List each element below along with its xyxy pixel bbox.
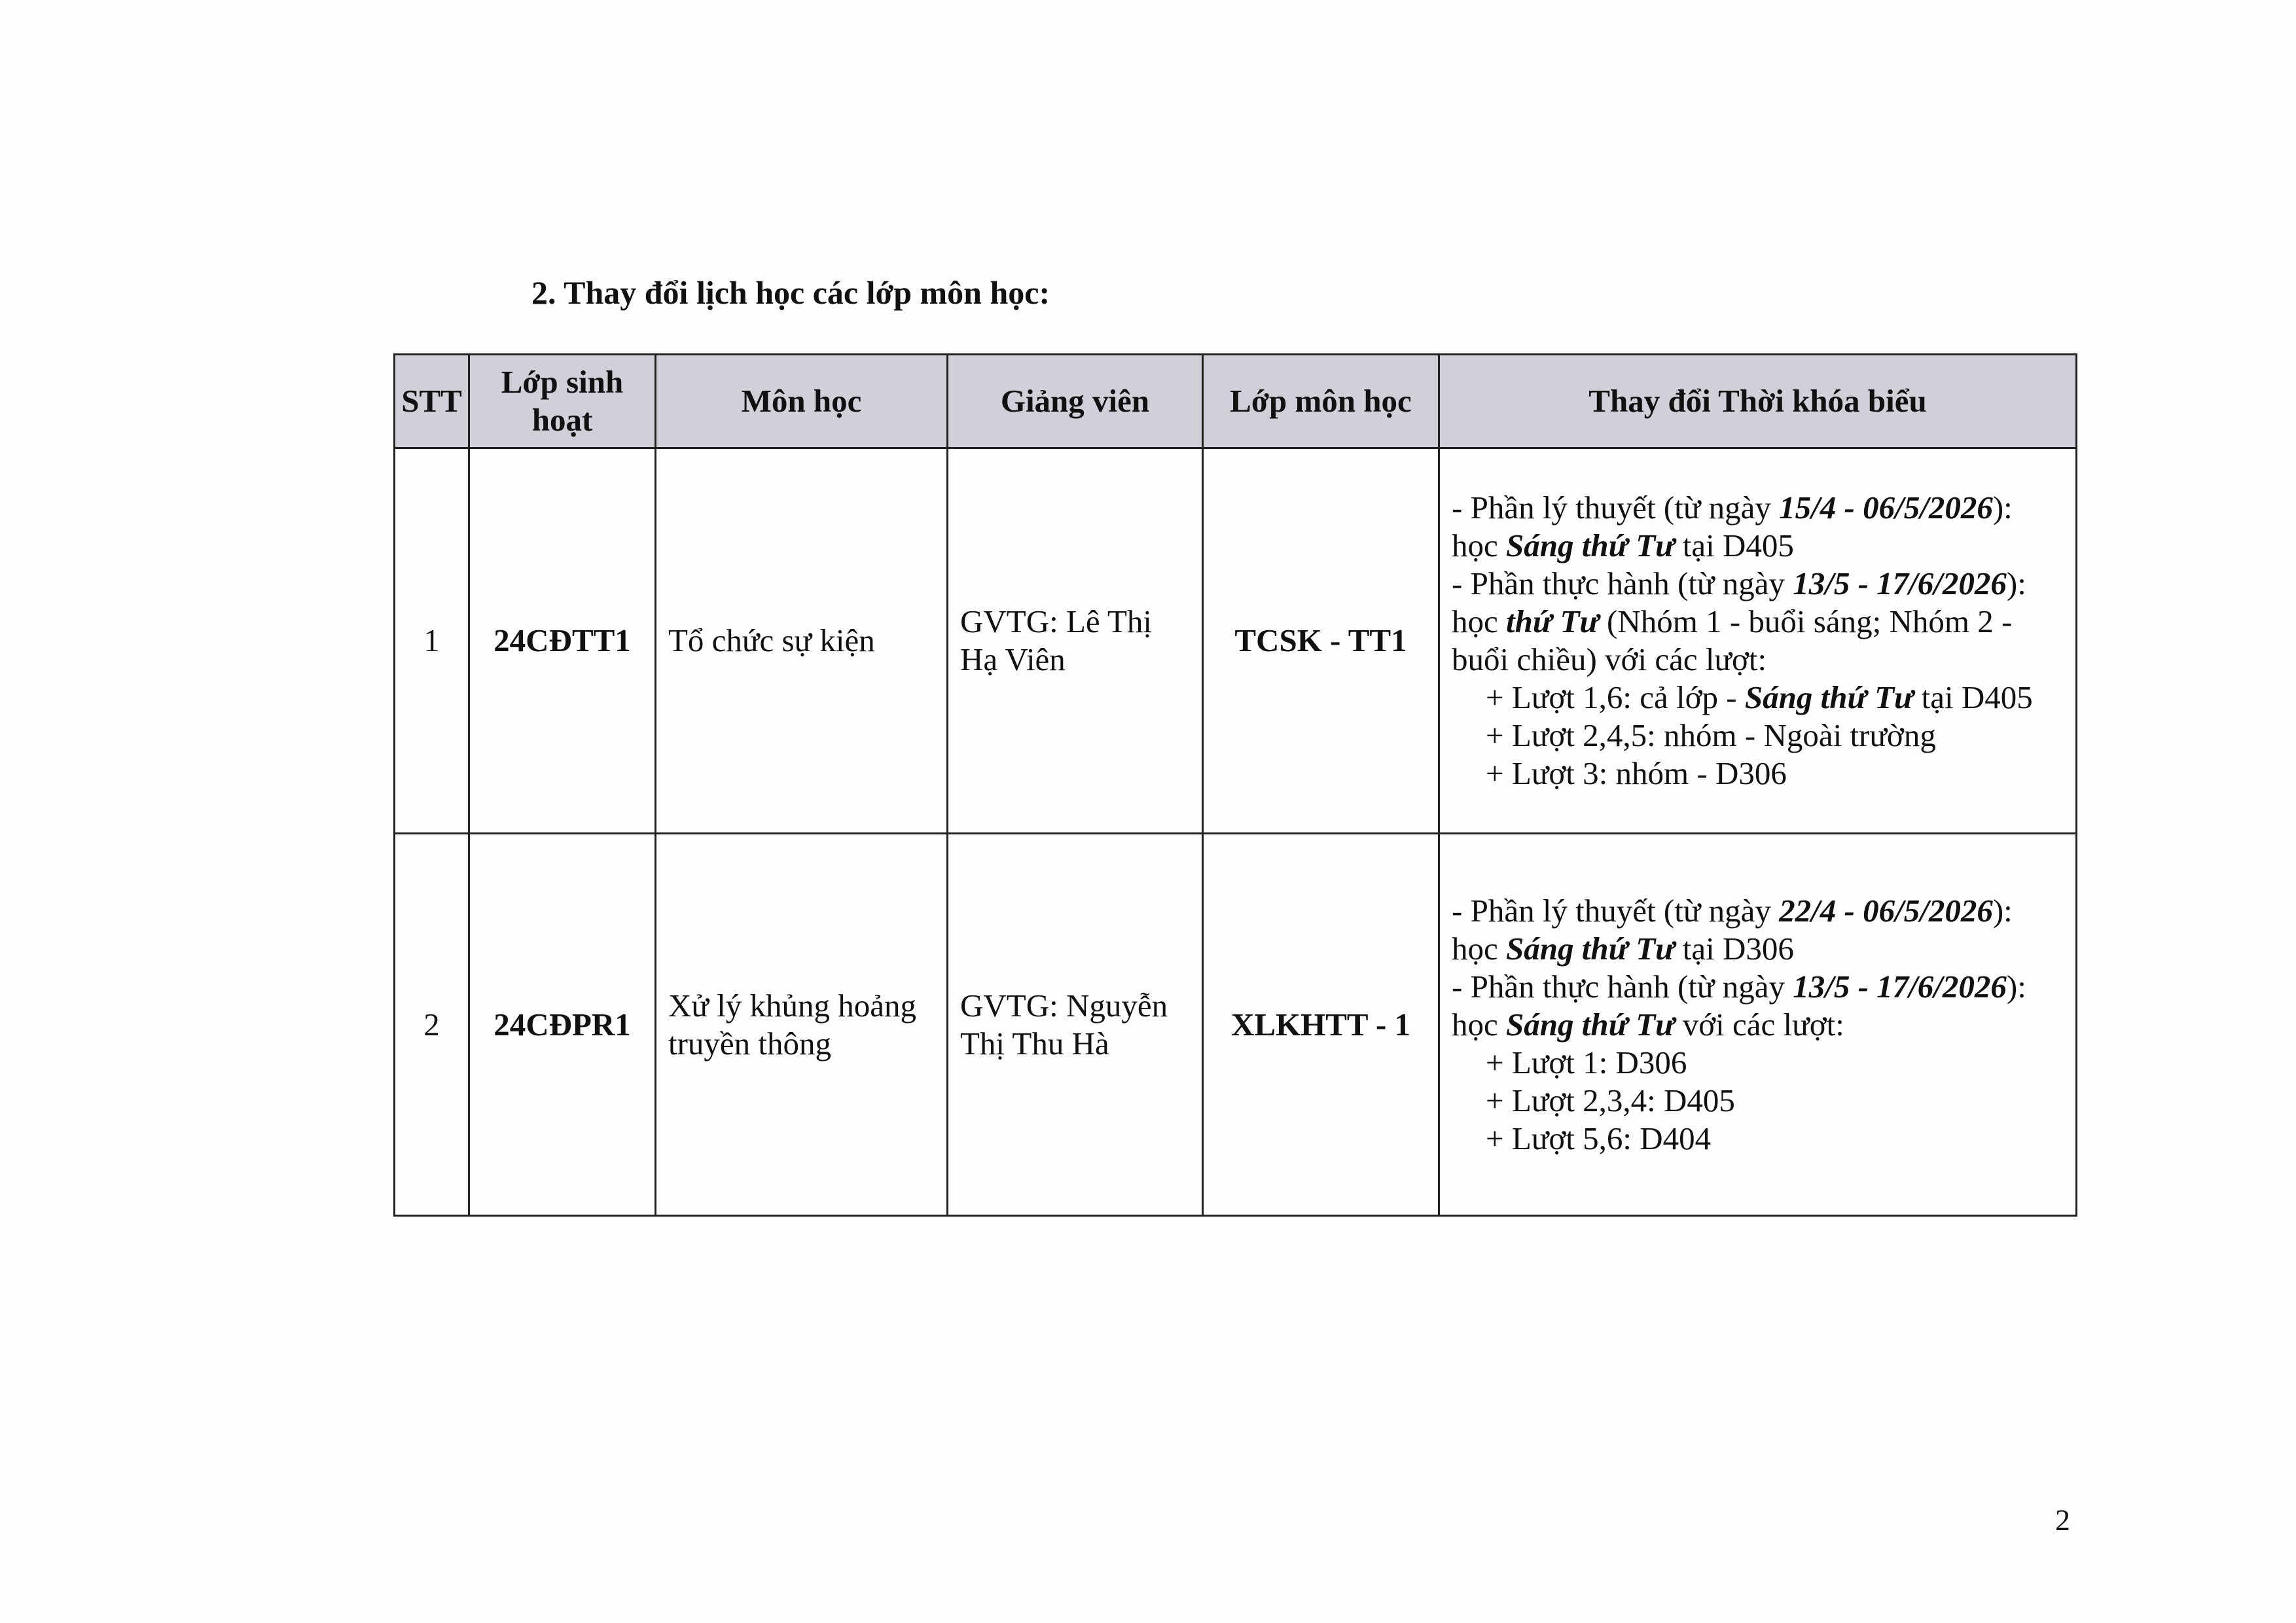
schedule-line: - Phần thực hành (từ ngày 13/5 - 17/6/20… <box>1452 565 2064 603</box>
schedule-line: + Lượt 2,4,5: nhóm - Ngoài trường <box>1452 717 2064 755</box>
cell-giang-vien: GVTG: Lê Thị Hạ Viên <box>946 447 1204 834</box>
schedule-text: - Phần thực hành (từ ngày <box>1452 968 1793 1005</box>
cell-lop-mon-hoc: XLKHTT - 1 <box>1202 832 1440 1217</box>
schedule-text: buổi chiều) với các lượt: <box>1452 641 1767 677</box>
schedule-line: + Lượt 2,3,4: D405 <box>1452 1082 2064 1120</box>
schedule-line: - Phần lý thuyết (từ ngày 22/4 - 06/5/20… <box>1452 892 2064 930</box>
header-lop-sinh-hoat: Lớp sinh hoạt <box>468 353 656 449</box>
schedule-text: học <box>1452 603 1506 639</box>
schedule-text: ): <box>2006 565 2026 601</box>
schedule-emphasis: 13/5 - 17/6/2026 <box>1793 968 2007 1005</box>
schedule-emphasis: thứ Tư <box>1506 603 1599 639</box>
schedule-line: học Sáng thứ Tư với các lượt: <box>1452 1006 2064 1044</box>
schedule-emphasis: Sáng thứ Tư <box>1744 679 1914 715</box>
schedule-text: học <box>1452 930 1506 967</box>
schedule-emphasis: Sáng thứ Tư <box>1506 1006 1675 1043</box>
page-number: 2 <box>2055 1503 2070 1537</box>
header-thay-doi-tkb: Thay đổi Thời khóa biểu <box>1438 353 2077 449</box>
schedule-text: ): <box>1992 490 2013 526</box>
cell-mon-hoc: Tổ chức sự kiện <box>655 447 948 834</box>
schedule-text: + Lượt 3: nhóm - D306 <box>1486 755 1787 791</box>
cell-giang-vien: GVTG: Nguyễn Thị Thu Hà <box>946 832 1204 1217</box>
schedule-text: - Phần lý thuyết (từ ngày <box>1452 490 1780 526</box>
schedule-emphasis: 22/4 - 06/5/2026 <box>1779 892 1993 929</box>
schedule-text: tại D306 <box>1674 930 1794 967</box>
schedule-line: + Lượt 1: D306 <box>1452 1044 2064 1082</box>
cell-stt: 1 <box>393 447 470 834</box>
cell-schedule: - Phần lý thuyết (từ ngày 22/4 - 06/5/20… <box>1438 832 2077 1217</box>
table-row: 1 24CĐTT1 Tổ chức sự kiện GVTG: Lê Thị H… <box>393 447 2077 834</box>
schedule-text: học <box>1452 1006 1506 1043</box>
schedule-emphasis: Sáng thứ Tư <box>1506 930 1675 967</box>
schedule-text: + Lượt 1,6: cả lớp - <box>1486 679 1745 715</box>
schedule-text: học <box>1452 527 1506 563</box>
schedule-text: + Lượt 1: D306 <box>1486 1044 1687 1080</box>
cell-stt: 2 <box>393 832 470 1217</box>
schedule-text: tại D405 <box>1913 679 2033 715</box>
schedule-line: - Phần thực hành (từ ngày 13/5 - 17/6/20… <box>1452 968 2064 1006</box>
schedule-text: ): <box>1992 892 2013 929</box>
schedule-line: học Sáng thứ Tư tại D405 <box>1452 527 2064 565</box>
schedule-change-table: STT Lớp sinh hoạt Môn học Giảng viên Lớp… <box>393 353 2077 1217</box>
schedule-text: - Phần lý thuyết (từ ngày <box>1452 892 1780 929</box>
cell-lop-mon-hoc: TCSK - TT1 <box>1202 447 1440 834</box>
schedule-line: + Lượt 1,6: cả lớp - Sáng thứ Tư tại D40… <box>1452 679 2064 717</box>
schedule-line: + Lượt 5,6: D404 <box>1452 1120 2064 1158</box>
schedule-line: học Sáng thứ Tư tại D306 <box>1452 930 2064 968</box>
schedule-text: + Lượt 2,4,5: nhóm - Ngoài trường <box>1486 717 1936 753</box>
schedule-line: buổi chiều) với các lượt: <box>1452 641 2064 679</box>
schedule-text: - Phần thực hành (từ ngày <box>1452 565 1793 601</box>
cell-lop-sinh-hoat: 24CĐPR1 <box>468 832 656 1217</box>
table-header-row: STT Lớp sinh hoạt Môn học Giảng viên Lớp… <box>393 353 2077 449</box>
schedule-text: + Lượt 5,6: D404 <box>1486 1120 1712 1156</box>
schedule-text: (Nhóm 1 - buổi sáng; Nhóm 2 - <box>1598 603 2013 639</box>
schedule-line: học thứ Tư (Nhóm 1 - buổi sáng; Nhóm 2 - <box>1452 603 2064 641</box>
schedule-line: - Phần lý thuyết (từ ngày 15/4 - 06/5/20… <box>1452 489 2064 527</box>
cell-mon-hoc: Xử lý khủng hoảng truyền thông <box>655 832 948 1217</box>
header-mon-hoc: Môn học <box>655 353 948 449</box>
schedule-emphasis: 13/5 - 17/6/2026 <box>1793 565 2007 601</box>
schedule-text: tại D405 <box>1674 527 1794 563</box>
header-lop-mon-hoc: Lớp môn học <box>1202 353 1440 449</box>
schedule-text: với các lượt: <box>1674 1006 1844 1043</box>
cell-lop-sinh-hoat: 24CĐTT1 <box>468 447 656 834</box>
schedule-emphasis: 15/4 - 06/5/2026 <box>1779 490 1993 526</box>
schedule-emphasis: Sáng thứ Tư <box>1506 527 1675 563</box>
section-title: 2. Thay đổi lịch học các lớp môn học: <box>531 274 1050 311</box>
table-row: 2 24CĐPR1 Xử lý khủng hoảng truyền thông… <box>393 832 2077 1217</box>
header-giang-vien: Giảng viên <box>946 353 1204 449</box>
header-stt: STT <box>393 353 470 449</box>
cell-schedule: - Phần lý thuyết (từ ngày 15/4 - 06/5/20… <box>1438 447 2077 834</box>
schedule-text: ): <box>2006 968 2026 1005</box>
schedule-line: + Lượt 3: nhóm - D306 <box>1452 755 2064 793</box>
schedule-text: + Lượt 2,3,4: D405 <box>1486 1082 1735 1118</box>
